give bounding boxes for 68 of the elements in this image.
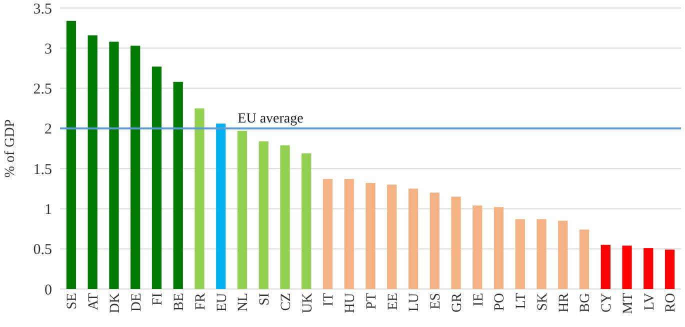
y-tick-label: 2 xyxy=(44,122,52,138)
x-tick-label: LV xyxy=(642,293,658,310)
bar xyxy=(622,246,632,289)
bar xyxy=(430,192,440,289)
x-tick-label: BG xyxy=(578,293,594,312)
x-tick-label: ES xyxy=(428,293,444,310)
bar xyxy=(366,183,376,289)
x-tick-label: PT xyxy=(364,292,380,310)
x-tick-label: EU xyxy=(214,293,230,312)
bar xyxy=(536,219,546,289)
x-tick-label: MT xyxy=(620,292,636,314)
bar xyxy=(387,184,397,289)
bar xyxy=(302,153,312,289)
bar xyxy=(494,207,504,289)
bar xyxy=(408,188,418,289)
bar xyxy=(130,46,140,289)
bar xyxy=(237,130,248,289)
x-tick-label: CZ xyxy=(278,293,294,311)
bar xyxy=(258,141,268,289)
x-tick-label: FI xyxy=(150,292,166,306)
bar xyxy=(515,219,525,289)
x-tick-label: BE xyxy=(172,293,188,311)
x-tick-label: HU xyxy=(343,293,358,314)
bar xyxy=(173,82,183,289)
y-tick-label: 1.5 xyxy=(33,162,52,178)
x-tick-label: IE xyxy=(471,293,486,306)
bar xyxy=(644,248,654,289)
y-tick-label: 0.5 xyxy=(33,242,52,258)
bar xyxy=(280,145,290,289)
x-tick-label: PO xyxy=(492,293,508,311)
x-tick-label: NL xyxy=(236,293,252,312)
bar xyxy=(664,250,675,289)
x-tick-label: SK xyxy=(535,293,550,311)
bar xyxy=(472,206,482,289)
x-tick-label: LU xyxy=(407,293,422,312)
y-tick-label: 2.5 xyxy=(33,82,52,98)
x-tick-label: GR xyxy=(450,292,465,312)
bar xyxy=(194,108,204,289)
bar xyxy=(558,220,568,289)
bar xyxy=(579,230,590,289)
bar xyxy=(216,124,226,289)
y-tick-label: 0 xyxy=(44,282,52,298)
bar xyxy=(600,244,610,289)
bar xyxy=(322,179,333,289)
bar xyxy=(344,179,354,289)
x-tick-label: DE xyxy=(129,293,144,312)
bar xyxy=(451,196,461,289)
x-tick-label: UK xyxy=(300,293,316,314)
x-tick-label: RO xyxy=(664,293,679,312)
y-axis-title: % of GDP xyxy=(3,119,18,178)
y-tick-label: 3.5 xyxy=(33,1,52,18)
bar xyxy=(66,20,76,289)
x-tick-label: LT xyxy=(514,292,530,309)
x-tick-label: AT xyxy=(86,292,102,310)
x-tick-label: HR xyxy=(556,292,572,312)
bar xyxy=(152,66,162,289)
x-tick-label: SE xyxy=(65,293,80,310)
y-tick-label: 1 xyxy=(44,202,52,218)
y-tick-label: 3 xyxy=(44,41,52,58)
x-tick-label: FR xyxy=(193,292,208,310)
x-tick-label: SI xyxy=(258,292,273,306)
ref-line-label: EU average xyxy=(238,111,304,126)
x-tick-label: EE xyxy=(386,293,401,310)
x-tick-label: CY xyxy=(600,293,615,312)
x-tick-label: IT xyxy=(322,292,337,306)
x-tick-label: DK xyxy=(108,293,123,314)
bar xyxy=(88,35,98,289)
bar xyxy=(109,42,119,289)
